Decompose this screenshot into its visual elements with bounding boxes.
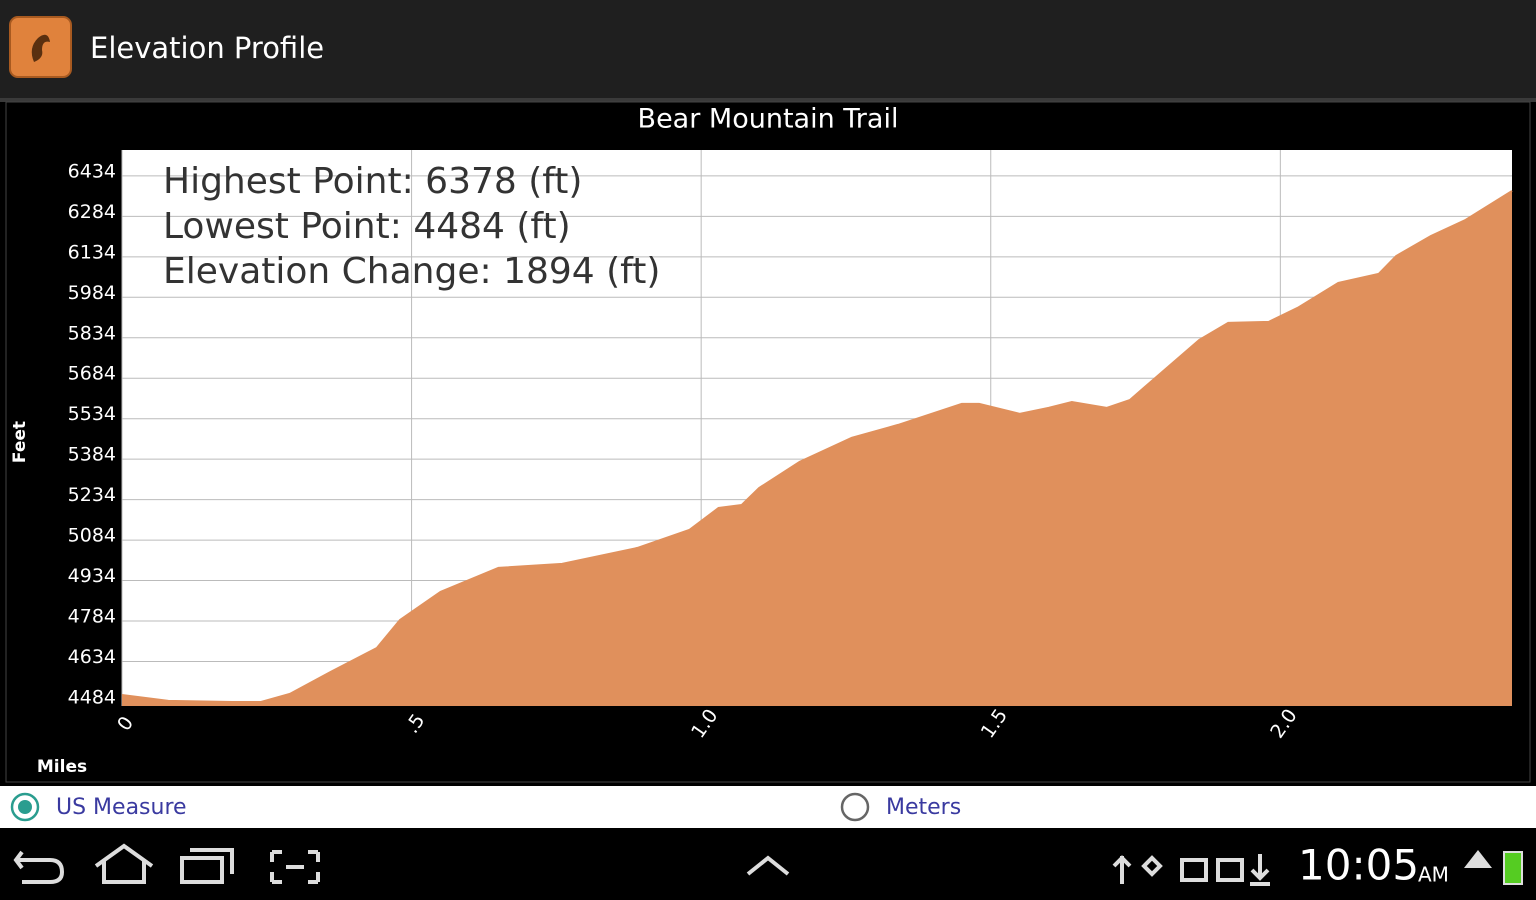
unit-bar — [0, 786, 1536, 828]
radio-button[interactable] — [840, 792, 870, 822]
y-tick-label: 5684 — [68, 363, 116, 385]
unit-options: US Measure Meters — [10, 792, 961, 822]
y-tick-label: 5084 — [68, 525, 116, 547]
menu-button[interactable] — [746, 855, 790, 876]
screenshot-button[interactable] — [270, 850, 320, 884]
y-tick-label: 4484 — [68, 686, 116, 708]
y-axis-label: Feet — [10, 421, 30, 463]
y-tick-label: 4934 — [68, 565, 116, 587]
notification-icons — [1141, 855, 1244, 882]
annotations: Highest Point: 6378 (ft)Lowest Point: 44… — [163, 161, 660, 292]
x-axis-label: Miles — [37, 757, 87, 777]
area-fill — [122, 191, 1512, 706]
radio-label[interactable]: US Measure — [56, 795, 187, 820]
nav-icons — [13, 843, 1270, 886]
series — [121, 190, 1513, 706]
battery-icon — [1503, 851, 1523, 885]
divider — [0, 98, 1536, 102]
y-tick-label: 5234 — [68, 484, 116, 506]
y-tick-label: 5834 — [68, 322, 116, 344]
annotation: Lowest Point: 4484 (ft) — [163, 206, 571, 247]
y-tick-label: 4784 — [68, 606, 116, 628]
clock-time: 10:05 — [1298, 841, 1419, 890]
y-tick-label: 6434 — [68, 160, 116, 182]
radio-label[interactable]: Meters — [886, 795, 961, 820]
back-button[interactable] — [13, 850, 65, 884]
chart-title: Bear Mountain Trail — [638, 104, 899, 135]
y-tick-label: 5384 — [68, 444, 116, 466]
y-tick-label: 6134 — [68, 241, 116, 263]
y-tick-label: 6284 — [68, 201, 116, 223]
app-bar — [0, 0, 1536, 98]
elevation-line — [121, 190, 1513, 703]
y-tick-label: 4634 — [68, 646, 116, 668]
recent-button[interactable] — [180, 848, 234, 884]
app-icon-glyph — [31, 34, 50, 62]
app-title: Elevation Profile — [90, 31, 324, 65]
y-tick-label: 5534 — [68, 403, 116, 425]
status-icons — [1112, 854, 1270, 886]
radio-dot — [18, 800, 32, 814]
system-bar — [0, 830, 1536, 900]
wifi-icon — [1464, 850, 1492, 868]
y-tick-label: 5984 — [68, 282, 116, 304]
annotation: Elevation Change: 1894 (ft) — [163, 251, 660, 292]
home-button[interactable] — [94, 843, 154, 884]
clock-meridiem: AM — [1418, 863, 1449, 887]
annotation: Highest Point: 6378 (ft) — [163, 161, 582, 202]
